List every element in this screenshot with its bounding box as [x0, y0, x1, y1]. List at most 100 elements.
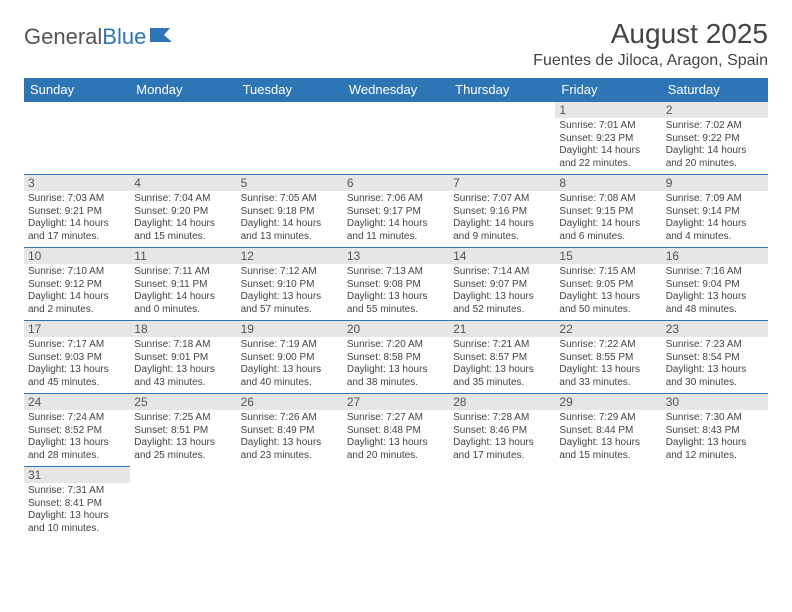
daylight-text-1: Daylight: 13 hours [666, 364, 764, 377]
day-details: Sunrise: 7:18 AMSunset: 9:01 PMDaylight:… [134, 339, 232, 389]
daylight-text-1: Daylight: 13 hours [347, 364, 445, 377]
sunrise-text: Sunrise: 7:17 AM [28, 339, 126, 352]
calendar-cell [662, 467, 768, 540]
day-number: 25 [130, 394, 236, 410]
daylight-text-1: Daylight: 14 hours [134, 291, 232, 304]
calendar-cell [237, 102, 343, 175]
calendar-cell: 13 Sunrise: 7:13 AMSunset: 9:08 PMDayligh… [343, 248, 449, 321]
sunset-text: Sunset: 8:52 PM [28, 425, 126, 438]
daylight-text-1: Daylight: 14 hours [134, 218, 232, 231]
daylight-text-1: Daylight: 14 hours [28, 218, 126, 231]
day-details: Sunrise: 7:28 AMSunset: 8:46 PMDaylight:… [453, 412, 551, 462]
day-number: 13 [343, 248, 449, 264]
day-details: Sunrise: 7:09 AMSunset: 9:14 PMDaylight:… [666, 193, 764, 243]
day-details: Sunrise: 7:27 AMSunset: 8:48 PMDaylight:… [347, 412, 445, 462]
calendar-cell: 31Sunrise: 7:31 AMSunset: 8:41 PMDayligh… [24, 467, 130, 540]
daylight-text-2: and 4 minutes. [666, 231, 764, 244]
day-details: Sunrise: 7:13 AMSunset: 9:08 PMDaylight:… [347, 266, 445, 316]
day-number: 19 [237, 321, 343, 337]
sunset-text: Sunset: 9:07 PM [453, 279, 551, 292]
day-details: Sunrise: 7:11 AMSunset: 9:11 PMDaylight:… [134, 266, 232, 316]
sunrise-text: Sunrise: 7:25 AM [134, 412, 232, 425]
day-number: 4 [130, 175, 236, 191]
day-number: 20 [343, 321, 449, 337]
calendar-cell [343, 467, 449, 540]
daylight-text-1: Daylight: 14 hours [347, 218, 445, 231]
daylight-text-1: Daylight: 14 hours [666, 145, 764, 158]
daylight-text-1: Daylight: 13 hours [28, 437, 126, 450]
day-details: Sunrise: 7:08 AMSunset: 9:15 PMDaylight:… [559, 193, 657, 243]
day-number: 1 [555, 102, 661, 118]
sunset-text: Sunset: 8:46 PM [453, 425, 551, 438]
sunrise-text: Sunrise: 7:05 AM [241, 193, 339, 206]
sunrise-text: Sunrise: 7:10 AM [28, 266, 126, 279]
sunrise-text: Sunrise: 7:22 AM [559, 339, 657, 352]
sunset-text: Sunset: 9:08 PM [347, 279, 445, 292]
day-number: 7 [449, 175, 555, 191]
calendar-cell [24, 102, 130, 175]
sunset-text: Sunset: 8:55 PM [559, 352, 657, 365]
sunrise-text: Sunrise: 7:02 AM [666, 120, 764, 133]
calendar-cell: 24Sunrise: 7:24 AMSunset: 8:52 PMDayligh… [24, 394, 130, 467]
daylight-text-2: and 20 minutes. [347, 450, 445, 463]
calendar-cell [449, 102, 555, 175]
daylight-text-2: and 13 minutes. [241, 231, 339, 244]
daylight-text-1: Daylight: 13 hours [134, 364, 232, 377]
daylight-text-2: and 30 minutes. [666, 377, 764, 390]
sunrise-text: Sunrise: 7:01 AM [559, 120, 657, 133]
sunrise-text: Sunrise: 7:27 AM [347, 412, 445, 425]
day-details: Sunrise: 7:10 AMSunset: 9:12 PMDaylight:… [28, 266, 126, 316]
daylight-text-2: and 43 minutes. [134, 377, 232, 390]
sunset-text: Sunset: 9:14 PM [666, 206, 764, 219]
sunset-text: Sunset: 9:20 PM [134, 206, 232, 219]
day-details: Sunrise: 7:26 AMSunset: 8:49 PMDaylight:… [241, 412, 339, 462]
daylight-text-1: Daylight: 13 hours [453, 437, 551, 450]
calendar-cell: 25Sunrise: 7:25 AMSunset: 8:51 PMDayligh… [130, 394, 236, 467]
sunset-text: Sunset: 9:10 PM [241, 279, 339, 292]
sunrise-text: Sunrise: 7:07 AM [453, 193, 551, 206]
day-details: Sunrise: 7:29 AMSunset: 8:44 PMDaylight:… [559, 412, 657, 462]
sunrise-text: Sunrise: 7:23 AM [666, 339, 764, 352]
calendar-cell: 12Sunrise: 7:12 AMSunset: 9:10 PMDayligh… [237, 248, 343, 321]
daylight-text-2: and 17 minutes. [453, 450, 551, 463]
sunset-text: Sunset: 9:05 PM [559, 279, 657, 292]
day-details: Sunrise: 7:17 AMSunset: 9:03 PMDaylight:… [28, 339, 126, 389]
daylight-text-2: and 57 minutes. [241, 304, 339, 317]
calendar-week-row: 3Sunrise: 7:03 AMSunset: 9:21 PMDaylight… [24, 175, 768, 248]
daylight-text-2: and 2 minutes. [28, 304, 126, 317]
sunrise-text: Sunrise: 7:06 AM [347, 193, 445, 206]
calendar-cell: 18 Sunrise: 7:18 AMSunset: 9:01 PMDayligh… [130, 321, 236, 394]
day-number: 5 [237, 175, 343, 191]
day-details: Sunrise: 7:03 AMSunset: 9:21 PMDaylight:… [28, 193, 126, 243]
calendar-cell: 11Sunrise: 7:11 AMSunset: 9:11 PMDayligh… [130, 248, 236, 321]
daylight-text-2: and 0 minutes. [134, 304, 232, 317]
day-details: Sunrise: 7:21 AMSunset: 8:57 PMDaylight:… [453, 339, 551, 389]
day-details: Sunrise: 7:06 AMSunset: 9:17 PMDaylight:… [347, 193, 445, 243]
sunrise-text: Sunrise: 7:15 AM [559, 266, 657, 279]
weekday-header: Monday [130, 78, 236, 102]
daylight-text-2: and 10 minutes. [28, 523, 126, 536]
logo-text-1: General [24, 24, 102, 50]
sunset-text: Sunset: 8:49 PM [241, 425, 339, 438]
day-details: Sunrise: 7:07 AMSunset: 9:16 PMDaylight:… [453, 193, 551, 243]
sunrise-text: Sunrise: 7:28 AM [453, 412, 551, 425]
calendar-cell: 19Sunrise: 7:19 AMSunset: 9:00 PMDayligh… [237, 321, 343, 394]
calendar-cell [555, 467, 661, 540]
daylight-text-2: and 40 minutes. [241, 377, 339, 390]
day-number: 18 [130, 321, 236, 337]
daylight-text-1: Daylight: 13 hours [134, 437, 232, 450]
calendar-cell [237, 467, 343, 540]
calendar-cell: 2Sunrise: 7:02 AMSunset: 9:22 PMDaylight… [662, 102, 768, 175]
daylight-text-1: Daylight: 13 hours [666, 291, 764, 304]
sunset-text: Sunset: 8:43 PM [666, 425, 764, 438]
sunrise-text: Sunrise: 7:19 AM [241, 339, 339, 352]
sunrise-text: Sunrise: 7:04 AM [134, 193, 232, 206]
daylight-text-1: Daylight: 14 hours [559, 145, 657, 158]
title-block: August 2025 Fuentes de Jiloca, Aragon, S… [533, 18, 768, 70]
sunrise-text: Sunrise: 7:14 AM [453, 266, 551, 279]
day-details: Sunrise: 7:22 AMSunset: 8:55 PMDaylight:… [559, 339, 657, 389]
calendar-week-row: 31Sunrise: 7:31 AMSunset: 8:41 PMDayligh… [24, 467, 768, 540]
day-number: 9 [662, 175, 768, 191]
daylight-text-2: and 52 minutes. [453, 304, 551, 317]
sunrise-text: Sunrise: 7:08 AM [559, 193, 657, 206]
